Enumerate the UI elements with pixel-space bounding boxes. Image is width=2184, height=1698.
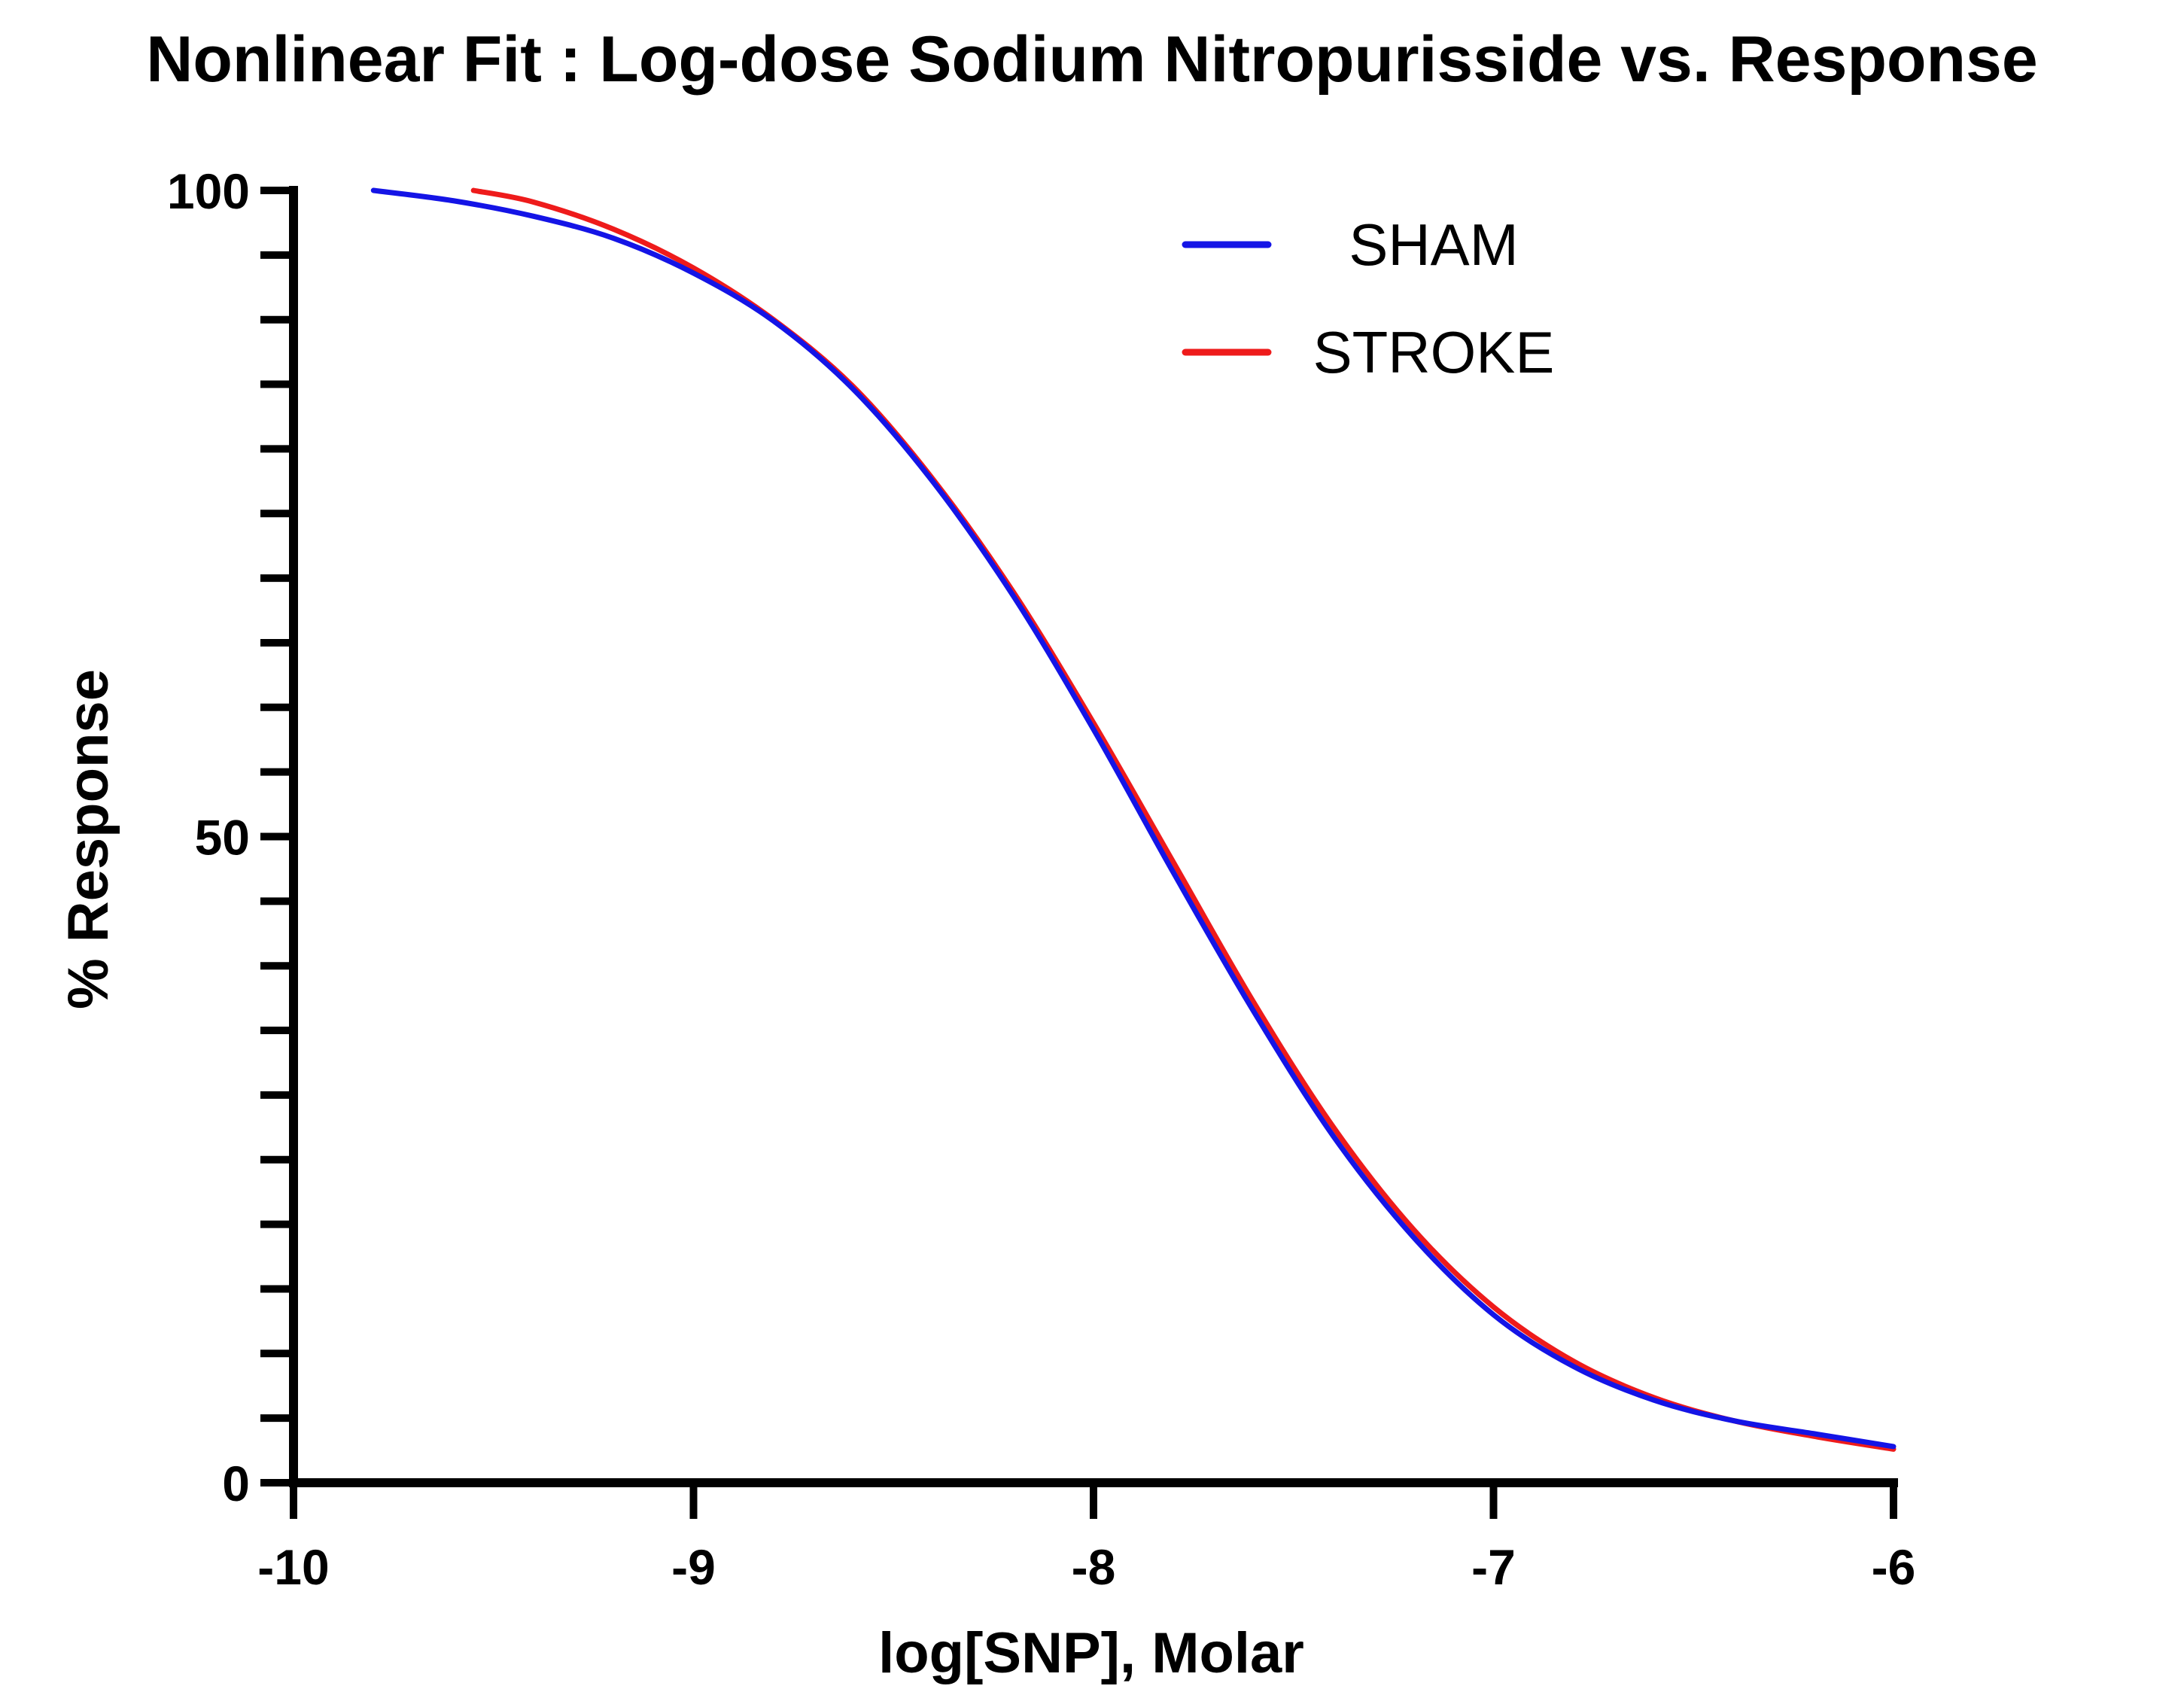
- legend-label-sham: SHAM: [1349, 211, 1518, 278]
- x-tick-label: -10: [257, 1539, 329, 1595]
- y-axis-ticks: 0 50 100: [167, 163, 294, 1511]
- legend: SHAM STROKE: [1182, 211, 1555, 385]
- legend-label-stroke: STROKE: [1313, 319, 1555, 385]
- chart-title: Nonlinear Fit : Log-dose Sodium Nitropur…: [146, 23, 2037, 96]
- x-axis-label: log[SNP], Molar: [878, 1621, 1304, 1685]
- series-line-stroke: [470, 187, 1897, 1452]
- series-line-sham: [370, 187, 1897, 1450]
- x-tick-label: -6: [1872, 1539, 1916, 1595]
- y-tick-label: 50: [195, 810, 250, 866]
- x-tick-label: -7: [1471, 1539, 1516, 1595]
- series-layer: [370, 187, 1897, 1452]
- x-axis-ticks: -10 -9 -8 -7 -6: [257, 1483, 1915, 1595]
- y-axis-label: % Response: [56, 669, 120, 1009]
- x-tick-label: -9: [671, 1539, 716, 1595]
- y-tick-label: 0: [222, 1456, 250, 1511]
- y-tick-label: 100: [167, 163, 250, 219]
- x-tick-label: -8: [1072, 1539, 1116, 1595]
